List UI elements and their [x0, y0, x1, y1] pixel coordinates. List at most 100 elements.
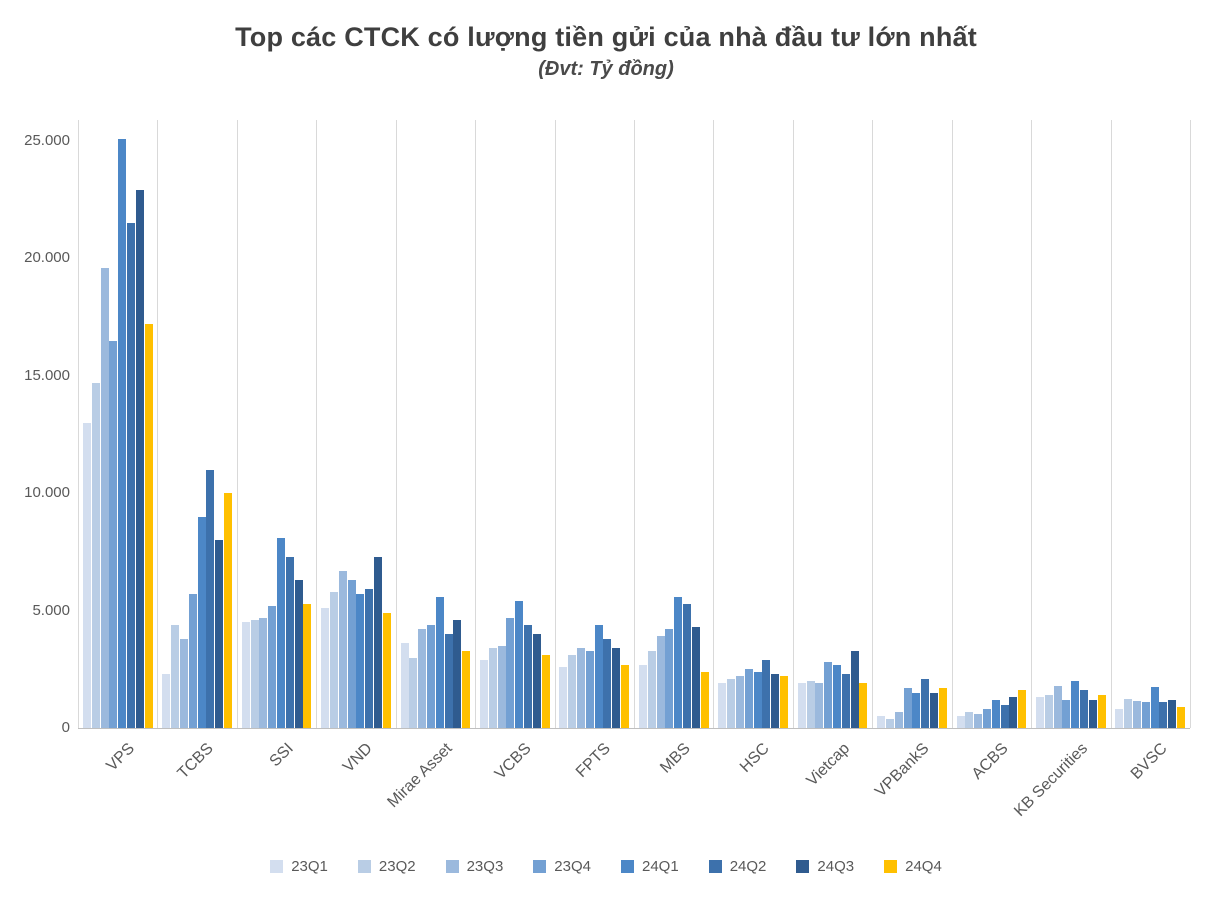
bar-23Q1-MBS	[638, 665, 647, 728]
bar-24Q2-VND	[365, 589, 374, 728]
bar-24Q3-Mirae-Asset	[453, 620, 462, 728]
bar-24Q1-Mirae-Asset	[435, 597, 444, 728]
bar-24Q3-FPTS	[612, 648, 621, 728]
x-axis-label: MBS	[657, 740, 694, 777]
chart-title: Top các CTCK có lượng tiền gửi của nhà đ…	[235, 22, 977, 52]
bar-23Q1-VPS	[82, 423, 91, 728]
bar-23Q2-VPBankS	[886, 719, 894, 728]
y-axis-tick-label: 20.000	[24, 249, 70, 267]
category-gridline	[554, 120, 556, 728]
bar-24Q2-KB-Securities	[1080, 690, 1089, 728]
legend-item-24Q2: 24Q2	[708, 858, 766, 875]
bar-23Q3-BVSC	[1133, 701, 1142, 728]
x-axis-label: SSI	[266, 740, 297, 771]
bar-24Q4-SSI	[303, 604, 312, 728]
bar-24Q1-VPS	[118, 139, 127, 728]
bar-23Q3-TCBS	[179, 639, 188, 728]
legend-label: 23Q2	[378, 858, 416, 875]
bar-24Q3-BVSC	[1168, 700, 1177, 728]
bar-24Q3-ACBS	[1009, 697, 1018, 728]
bar-23Q3-VND	[338, 571, 347, 728]
bar-23Q2-VPS	[91, 383, 100, 728]
legend-label: 23Q3	[466, 858, 504, 875]
x-axis-label: ACBS	[968, 740, 1012, 783]
category-gridline	[395, 120, 397, 728]
bar-23Q3-SSI	[259, 618, 268, 728]
bar-23Q4-SSI	[268, 606, 277, 728]
x-axis-label: VCBS	[492, 740, 535, 783]
bar-23Q3-VPS	[100, 268, 109, 728]
bar-24Q3-VPBankS	[930, 693, 938, 728]
bar-24Q1-VND	[356, 594, 365, 728]
bar-24Q4-MBS	[700, 672, 709, 728]
bar-23Q2-Vietcap	[806, 681, 815, 728]
bar-24Q2-VPS	[126, 223, 135, 728]
bar-24Q2-TCBS	[206, 470, 215, 728]
x-axis-label: VND	[340, 740, 377, 776]
bar-24Q1-TCBS	[197, 517, 206, 728]
category-gridline	[634, 120, 635, 728]
bar-23Q2-MBS	[647, 651, 656, 728]
bar-23Q3-ACBS	[974, 714, 983, 728]
bar-24Q2-VPBankS	[921, 679, 930, 728]
legend-swatch-icon	[270, 860, 284, 873]
bar-24Q4-TCBS	[223, 493, 232, 728]
bar-23Q2-Mirae-Asset	[409, 658, 418, 728]
bar-23Q3-HSC	[735, 676, 744, 728]
legend-swatch-icon	[884, 860, 898, 873]
bar-23Q2-VCBS	[488, 648, 497, 728]
category-gridline	[475, 120, 477, 728]
bar-24Q4-ACBS	[1018, 690, 1027, 728]
category-gridline	[78, 120, 79, 728]
bar-24Q4-HSC	[779, 676, 788, 728]
legend-swatch-icon	[357, 860, 371, 873]
bar-23Q2-SSI	[250, 620, 259, 728]
x-axis-label: KB Securities	[1010, 740, 1091, 820]
category-gridline	[713, 120, 715, 728]
category-gridline	[792, 120, 794, 728]
bar-24Q1-VPBankS	[912, 693, 921, 728]
bar-23Q4-MBS	[665, 629, 674, 728]
bar-24Q2-HSC	[762, 660, 771, 728]
bar-23Q2-ACBS	[965, 712, 974, 728]
bar-24Q3-KB-Securities	[1088, 700, 1097, 728]
bar-23Q4-TCBS	[188, 594, 197, 728]
bar-23Q1-Vietcap	[797, 683, 806, 728]
legend-item-23Q1: 23Q1	[270, 858, 328, 875]
bar-24Q1-BVSC	[1150, 687, 1159, 728]
bar-24Q3-MBS	[691, 627, 700, 728]
bar-23Q4-FPTS	[585, 651, 594, 728]
bar-24Q4-VND	[382, 613, 391, 728]
bar-24Q1-FPTS	[594, 625, 603, 728]
bar-24Q4-VPBankS	[938, 688, 947, 728]
bar-24Q3-VCBS	[532, 634, 541, 728]
bar-23Q4-BVSC	[1141, 702, 1150, 728]
bar-23Q1-ACBS	[956, 716, 965, 728]
bar-23Q4-Vietcap	[824, 662, 833, 728]
x-axis-line	[78, 728, 1190, 729]
bar-23Q4-Mirae-Asset	[427, 625, 436, 728]
bar-24Q3-Vietcap	[850, 651, 859, 728]
bar-24Q1-MBS	[674, 597, 683, 728]
bar-24Q3-VND	[374, 557, 382, 728]
category-gridline	[157, 120, 159, 728]
y-axis-tick-label: 0	[61, 719, 70, 736]
x-axis-label: BVSC	[1127, 740, 1171, 783]
bar-23Q1-KB-Securities	[1036, 697, 1045, 728]
legend-item-24Q3: 24Q3	[796, 858, 854, 875]
y-axis-tick-label: 5.000	[32, 601, 70, 619]
bar-24Q2-Vietcap	[841, 674, 850, 728]
legend: 23Q1 23Q2 23Q3 23Q4 24Q1 24Q2 24Q3 24Q4	[0, 858, 1212, 875]
x-axis-label: FPTS	[573, 740, 615, 781]
bar-24Q4-VCBS	[541, 655, 550, 728]
bar-23Q1-SSI	[241, 622, 250, 728]
bar-23Q3-FPTS	[577, 648, 586, 728]
legend-label: 24Q4	[905, 858, 942, 875]
bar-24Q4-Mirae-Asset	[462, 651, 471, 728]
bar-23Q1-BVSC	[1115, 709, 1124, 728]
bar-24Q2-ACBS	[1000, 705, 1009, 728]
legend-item-23Q3: 23Q3	[445, 858, 504, 875]
category-gridline	[951, 120, 953, 728]
